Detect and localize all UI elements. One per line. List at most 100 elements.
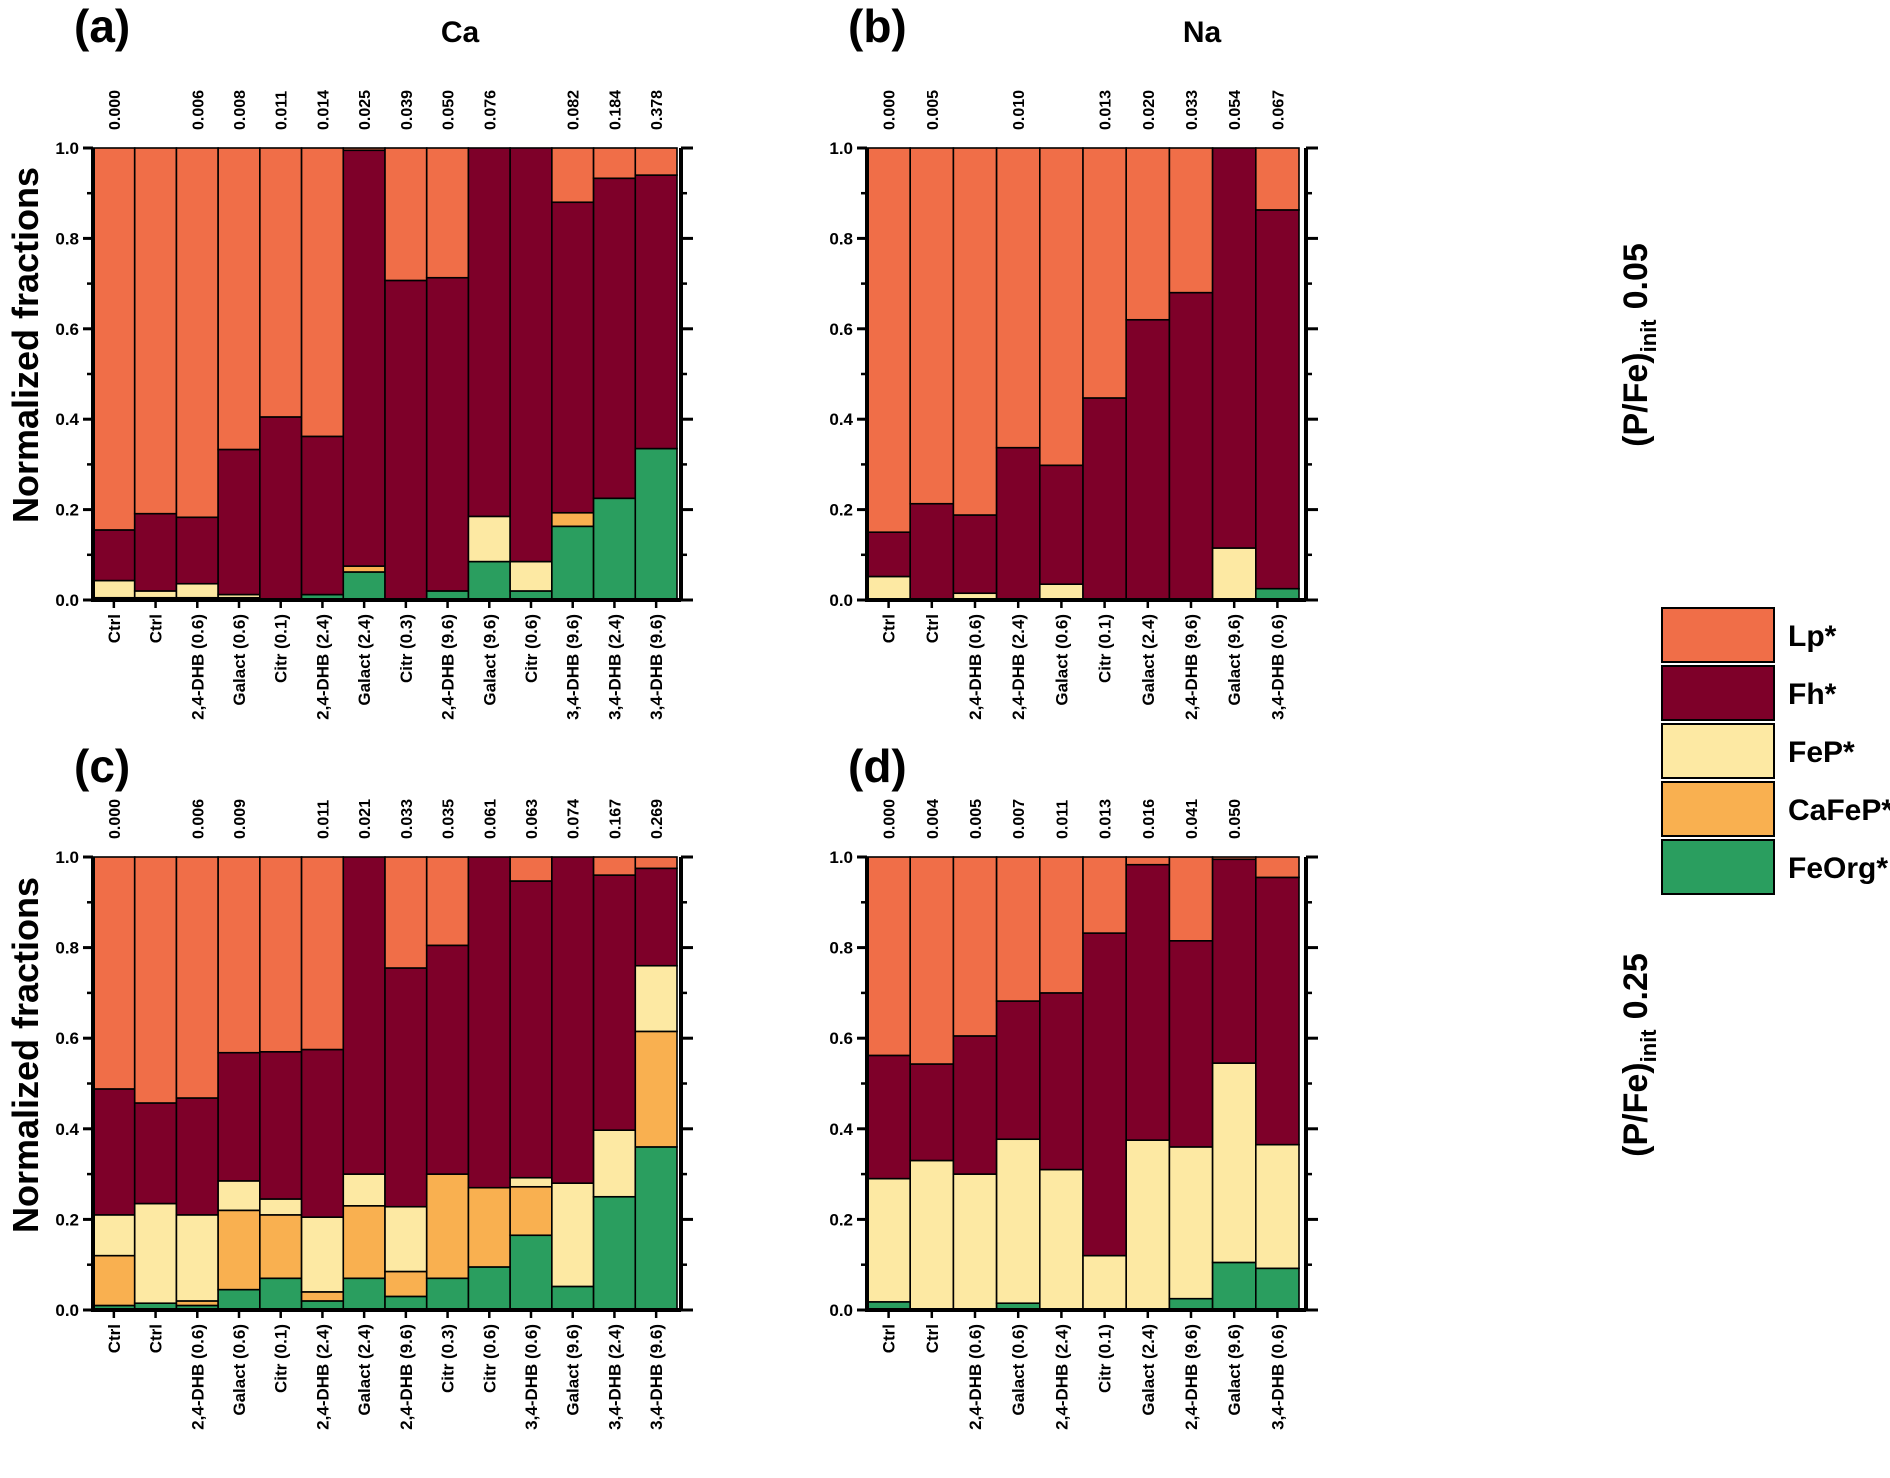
category-label: 3,4-DHB (0.6)	[1268, 614, 1287, 720]
y-tick-label: 1.0	[55, 139, 79, 158]
category-label: Galact (9.6)	[1225, 1324, 1244, 1416]
legend-swatch-feorg	[1661, 839, 1775, 895]
panel-d-chart: 0.0 0.2 0.4 0.6 0.8 1.0 Ctrl 0.000 Ctrl 0.004 2,4-…	[829, 799, 1318, 1430]
bar-segment-fep	[509, 560, 553, 592]
category-label: 2,4-DHB (9.6)	[439, 614, 458, 720]
legend-label-feorg: FeOrg*	[1788, 852, 1888, 885]
bar-segment-fep	[92, 1214, 136, 1257]
bar-segment-fh	[1082, 397, 1128, 601]
bar-segment-lp	[995, 147, 1041, 449]
category-label: Citr (0.3)	[397, 614, 416, 683]
ratio-label: 0.167	[607, 799, 624, 839]
bar-segment-fh	[592, 177, 637, 500]
category-label: 3,4-DHB (9.6)	[564, 614, 583, 720]
bar-segment-fh	[1039, 464, 1084, 585]
bar-segment-fh	[217, 1051, 261, 1182]
category-label: Ctrl	[923, 614, 942, 643]
bar-segment-fh	[425, 276, 470, 592]
row-label-bottom-sub: init	[1636, 1029, 1661, 1063]
bar-segment-fep	[509, 1176, 553, 1188]
y-tick-label: 0.4	[55, 410, 79, 429]
bar-segment-fh	[217, 448, 261, 596]
category-label: Citr (0.1)	[272, 1324, 291, 1393]
category-label: Ctrl	[923, 1324, 942, 1353]
bar-segment-feorg	[425, 1277, 470, 1311]
bar-segment-lp	[1168, 147, 1214, 294]
category-label: 2,4-DHB (9.6)	[1182, 1324, 1201, 1430]
bar-segment-lp	[509, 856, 553, 882]
bar-segment-fep	[909, 1159, 955, 1311]
panel-b-chart: 0.0 0.2 0.4 0.6 0.8 1.0 Ctrl 0.000 Ctrl 0.005 2,4-…	[829, 90, 1318, 720]
bar-segment-cafep	[342, 1205, 386, 1280]
legend-label-lp: Lp*	[1788, 620, 1837, 653]
bar-segment-feorg	[217, 1288, 261, 1311]
row-label-top-sub: init	[1636, 319, 1661, 353]
category-label: 2,4-DHB (2.4)	[313, 1324, 332, 1430]
bar-segment-fep	[1082, 1254, 1128, 1311]
bar-segment-fh	[1125, 318, 1171, 601]
bar-segment-cafep	[259, 1214, 303, 1280]
bar-segment-lp	[1255, 856, 1300, 879]
ratio-label: 0.378	[649, 90, 666, 130]
ratio-label: 0.005	[968, 799, 985, 839]
y-tick-label: 0.0	[55, 591, 79, 610]
category-label: Galact (2.4)	[355, 614, 374, 706]
category-label: Citr (0.3)	[439, 1324, 458, 1393]
bar-segment-fh	[175, 1097, 219, 1216]
bar-segment-feorg	[259, 1277, 303, 1311]
bar-segment-cafep	[342, 565, 386, 573]
bar-segment-fep	[300, 1216, 345, 1293]
bar-segment-fep	[384, 1205, 428, 1273]
row-label-top: (P/Fe)init 0.05	[1617, 243, 1661, 447]
bar-segment-fh	[467, 147, 511, 518]
bar-segment-lp	[634, 147, 678, 176]
bar-segment-lp	[995, 856, 1041, 1002]
column-title-ca: Ca	[441, 16, 480, 49]
bar-segment-lp	[1082, 856, 1128, 934]
column-title-na: Na	[1183, 16, 1222, 49]
bar-segment-fh	[634, 174, 678, 450]
bar-segment-fh	[92, 529, 136, 582]
panel-label-c: (c)	[74, 740, 130, 792]
y-tick-label: 1.0	[55, 848, 79, 867]
bar-segment-fep	[467, 515, 511, 563]
bar-segment-fh	[592, 874, 637, 1131]
ratio-label: 0.006	[190, 90, 207, 130]
row-label-top-main: (P/Fe)	[1617, 352, 1655, 446]
legend-swatch-cafep	[1661, 781, 1775, 837]
bar-segment-feorg	[551, 525, 595, 601]
bar-segment-lp	[384, 856, 428, 969]
y-tick-label: 0.2	[829, 501, 853, 520]
bar-segment-fep	[866, 1177, 912, 1303]
ratio-label: 0.033	[399, 799, 416, 839]
bar-segment-fh	[634, 867, 678, 967]
category-label: 2,4-DHB (9.6)	[1182, 614, 1201, 720]
bar-segment-lp	[425, 147, 470, 279]
bar-segment-fep	[866, 575, 912, 601]
bar-segment-lp	[1168, 856, 1214, 942]
bar-segment-feorg	[1255, 1267, 1300, 1311]
bar-segment-fep	[1125, 1139, 1171, 1311]
row-label-bottom-main: (P/Fe)	[1617, 1062, 1655, 1156]
legend-swatch-fep	[1661, 723, 1775, 779]
legend-label-fep: FeP*	[1788, 736, 1855, 769]
bar-segment-lp	[175, 856, 219, 1099]
row-label-bottom-value: 0.25	[1617, 953, 1655, 1019]
bar-segment-fh	[92, 1088, 136, 1216]
y-tick-label: 0.0	[829, 591, 853, 610]
bar-segment-lp	[1125, 856, 1171, 866]
category-label: Ctrl	[147, 614, 166, 643]
bar-segment-lp	[133, 856, 178, 1104]
bar-segment-fh	[509, 147, 553, 563]
bar-segment-lp	[217, 856, 261, 1054]
bar-segment-fep	[634, 964, 678, 1033]
bar-segment-lp	[551, 147, 595, 204]
ratio-label: 0.082	[566, 90, 583, 130]
category-label: Ctrl	[880, 1324, 899, 1353]
bar-segment-fh	[1211, 147, 1257, 549]
bar-segment-fh	[995, 1000, 1041, 1141]
bar-segment-fh	[259, 1050, 303, 1200]
y-tick-label: 0.2	[55, 501, 79, 520]
panel-label-d: (d)	[848, 740, 907, 792]
